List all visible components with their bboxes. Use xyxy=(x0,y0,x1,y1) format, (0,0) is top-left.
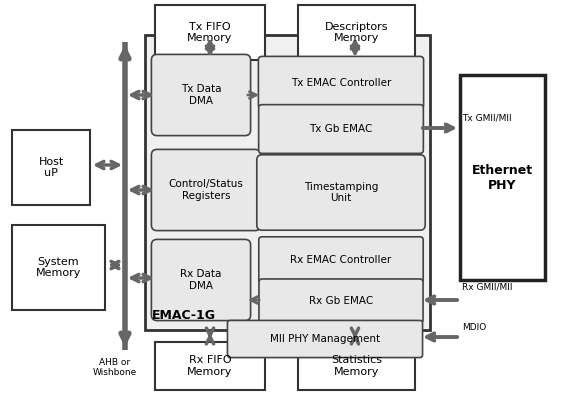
FancyBboxPatch shape xyxy=(259,105,423,153)
Text: Ethernet
PHY: Ethernet PHY xyxy=(472,164,533,191)
FancyBboxPatch shape xyxy=(259,279,423,323)
Bar xyxy=(155,342,265,390)
Text: Host
uP: Host uP xyxy=(38,157,63,178)
Text: AHB or
Wishbone: AHB or Wishbone xyxy=(93,358,137,377)
Bar xyxy=(145,35,430,330)
FancyBboxPatch shape xyxy=(228,320,423,358)
Bar xyxy=(12,130,90,205)
Text: Rx GMII/MII: Rx GMII/MII xyxy=(462,283,513,292)
FancyBboxPatch shape xyxy=(257,155,425,230)
Text: Rx Data
DMA: Rx Data DMA xyxy=(180,269,222,291)
Text: Rx FIFO
Memory: Rx FIFO Memory xyxy=(187,355,233,377)
Text: Timestamping
Unit: Timestamping Unit xyxy=(304,182,378,203)
FancyBboxPatch shape xyxy=(259,56,424,109)
Text: MII PHY Management: MII PHY Management xyxy=(270,334,380,344)
Text: Descriptors
Memory: Descriptors Memory xyxy=(325,22,388,43)
Text: Tx GMII/MII: Tx GMII/MII xyxy=(462,113,511,122)
Text: EMAC-1G: EMAC-1G xyxy=(152,309,216,322)
Bar xyxy=(155,5,265,60)
FancyBboxPatch shape xyxy=(152,240,251,321)
Text: Tx Data
DMA: Tx Data DMA xyxy=(181,84,221,106)
FancyBboxPatch shape xyxy=(152,149,261,230)
Bar xyxy=(298,5,415,60)
Bar xyxy=(12,225,105,310)
Text: Statistics
Memory: Statistics Memory xyxy=(331,355,382,377)
Bar xyxy=(298,342,415,390)
Text: MDIO: MDIO xyxy=(462,323,486,332)
Text: Rx Gb EMAC: Rx Gb EMAC xyxy=(309,296,373,306)
Text: Tx Gb EMAC: Tx Gb EMAC xyxy=(309,124,373,134)
Text: Control/Status
Registers: Control/Status Registers xyxy=(169,179,244,201)
Text: System
Memory: System Memory xyxy=(36,257,81,278)
Text: Tx FIFO
Memory: Tx FIFO Memory xyxy=(187,22,233,43)
FancyBboxPatch shape xyxy=(259,237,423,283)
Bar xyxy=(460,75,545,280)
FancyBboxPatch shape xyxy=(152,54,251,136)
Text: Tx EMAC Controller: Tx EMAC Controller xyxy=(291,78,391,87)
Text: Rx EMAC Controller: Rx EMAC Controller xyxy=(291,255,392,265)
